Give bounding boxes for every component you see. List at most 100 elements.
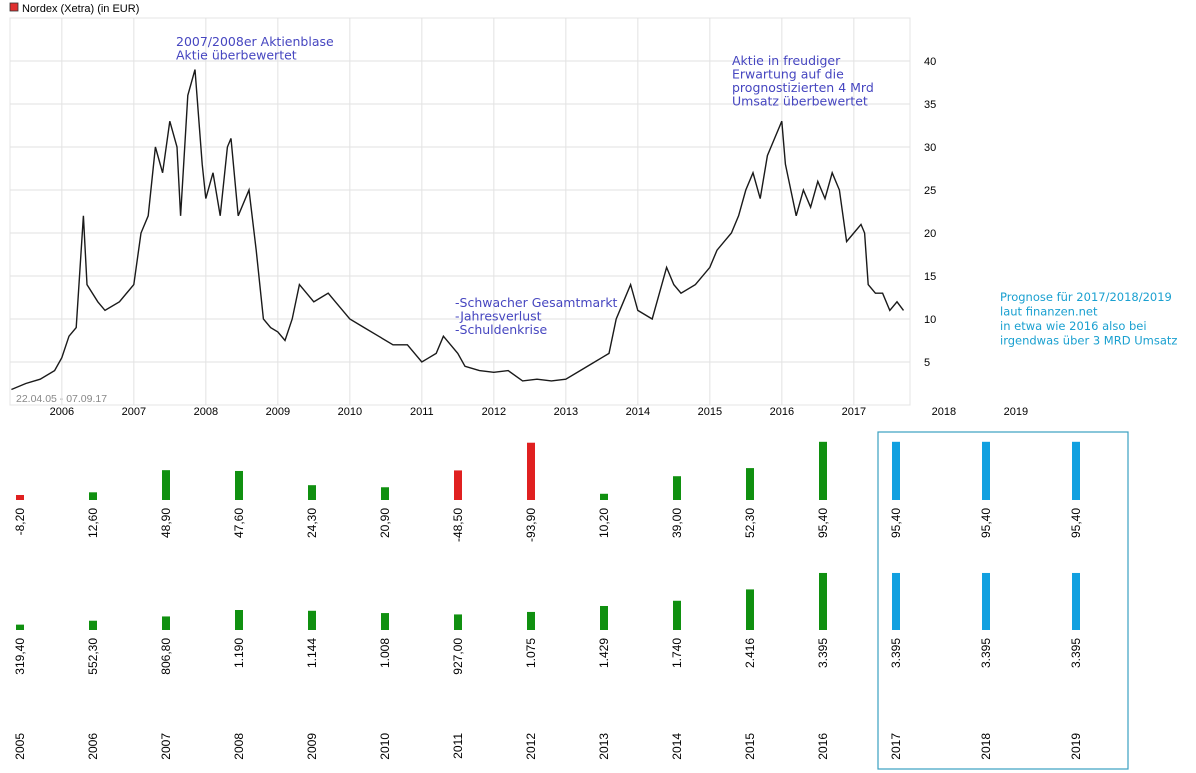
forecast-note: in etwa wie 2016 also bei xyxy=(1000,319,1147,333)
value-label: -93,90 xyxy=(524,508,538,542)
bar xyxy=(673,476,681,500)
bar xyxy=(600,493,608,500)
forecast-note: Prognose für 2017/2018/2019 xyxy=(1000,290,1172,304)
value-label: 319,40 xyxy=(13,638,27,675)
category-label: 2009 xyxy=(305,733,319,760)
value-label: 1.008 xyxy=(378,638,392,668)
value-label: 95,40 xyxy=(816,508,830,538)
bar xyxy=(235,610,243,630)
x-tick-label: 2019 xyxy=(1004,406,1028,418)
category-label: 2006 xyxy=(86,733,100,760)
bar xyxy=(982,441,990,500)
bar xyxy=(746,468,754,500)
bar xyxy=(527,611,535,630)
value-label: 806,80 xyxy=(159,638,173,675)
category-label: 2016 xyxy=(816,733,830,760)
value-label: 1.740 xyxy=(670,638,684,668)
x-tick-label: 2017 xyxy=(842,406,866,418)
value-label: 1.429 xyxy=(597,638,611,668)
x-tick-label: 2007 xyxy=(122,406,146,418)
bar xyxy=(892,441,900,500)
bar xyxy=(308,610,316,630)
y-tick-label: 20 xyxy=(924,228,936,240)
category-label: 2010 xyxy=(378,733,392,760)
category-label: 2014 xyxy=(670,733,684,760)
forecast-note: laut finanzen.net xyxy=(1000,305,1098,319)
bar xyxy=(1072,441,1080,500)
bar xyxy=(454,470,462,500)
value-label: 12,60 xyxy=(86,508,100,538)
y-tick-label: 5 xyxy=(924,357,930,369)
bar xyxy=(16,494,24,500)
value-label: 39,00 xyxy=(670,508,684,538)
value-label: 1.144 xyxy=(305,638,319,668)
bar xyxy=(982,572,990,630)
bar xyxy=(308,485,316,500)
value-label: 95,40 xyxy=(979,508,993,538)
value-label: -8,20 xyxy=(13,508,27,536)
x-tick-label: 2009 xyxy=(266,406,290,418)
value-label: 2.416 xyxy=(743,638,757,668)
value-label: 95,40 xyxy=(1069,508,1083,538)
annotation: Erwartung auf die xyxy=(732,67,844,82)
y-tick-label: 40 xyxy=(924,56,936,68)
x-tick-label: 2012 xyxy=(482,406,506,418)
bar xyxy=(381,487,389,500)
value-label: 1.190 xyxy=(232,638,246,668)
category-label: 2018 xyxy=(979,733,993,760)
value-label: 24,30 xyxy=(305,508,319,538)
bar xyxy=(1072,572,1080,630)
category-label: 2008 xyxy=(232,733,246,760)
bar xyxy=(819,572,827,630)
x-tick-label: 2013 xyxy=(554,406,578,418)
annotation: -Schwacher Gesamtmarkt xyxy=(455,295,618,310)
category-label: 2013 xyxy=(597,733,611,760)
forecast-note: irgendwas über 3 MRD Umsatz xyxy=(1000,334,1177,348)
category-label: 2017 xyxy=(889,733,903,760)
bar xyxy=(381,613,389,630)
y-tick-label: 35 xyxy=(924,99,936,111)
value-label: -48,50 xyxy=(451,508,465,542)
value-label: 3.395 xyxy=(1069,638,1083,668)
value-label: 3.395 xyxy=(816,638,830,668)
annotation: Umsatz überbewertet xyxy=(732,94,868,109)
plot-frame xyxy=(9,17,911,406)
y-tick-label: 15 xyxy=(924,271,936,283)
value-label: 10,20 xyxy=(597,508,611,538)
bar xyxy=(89,492,97,500)
y-tick-label: 25 xyxy=(924,185,936,197)
value-label: 3.395 xyxy=(889,638,903,668)
bar xyxy=(527,442,535,500)
bar xyxy=(819,441,827,500)
value-label: 48,90 xyxy=(159,508,173,538)
x-tick-label: 2006 xyxy=(50,406,74,418)
category-label: 2007 xyxy=(159,733,173,760)
x-tick-label: 2010 xyxy=(338,406,362,418)
x-tick-label: 2008 xyxy=(194,406,218,418)
bar xyxy=(673,600,681,630)
bar xyxy=(162,616,170,630)
bar xyxy=(16,624,24,630)
bar xyxy=(746,589,754,630)
bar xyxy=(89,620,97,630)
y-tick-label: 30 xyxy=(924,142,936,154)
value-label: 52,30 xyxy=(743,508,757,538)
category-label: 2019 xyxy=(1069,733,1083,760)
annotation: -Jahresverlust xyxy=(455,309,542,324)
x-tick-label: 2015 xyxy=(698,406,722,418)
chart-title: Nordex (Xetra) (in EUR) xyxy=(22,3,139,15)
legend-swatch xyxy=(9,2,19,12)
x-tick-label: 2016 xyxy=(770,406,794,418)
forecast-box xyxy=(877,431,1129,770)
category-label: 2015 xyxy=(743,733,757,760)
annotation: 2007/2008er Aktienblase xyxy=(176,34,334,49)
category-label: 2005 xyxy=(13,733,27,760)
value-label: 552,30 xyxy=(86,638,100,675)
value-label: 1.075 xyxy=(524,638,538,668)
y-tick-label: 10 xyxy=(924,314,936,326)
x-tick-label: 2014 xyxy=(626,406,650,418)
bar xyxy=(600,605,608,630)
bar xyxy=(454,614,462,630)
price-line xyxy=(11,69,905,391)
